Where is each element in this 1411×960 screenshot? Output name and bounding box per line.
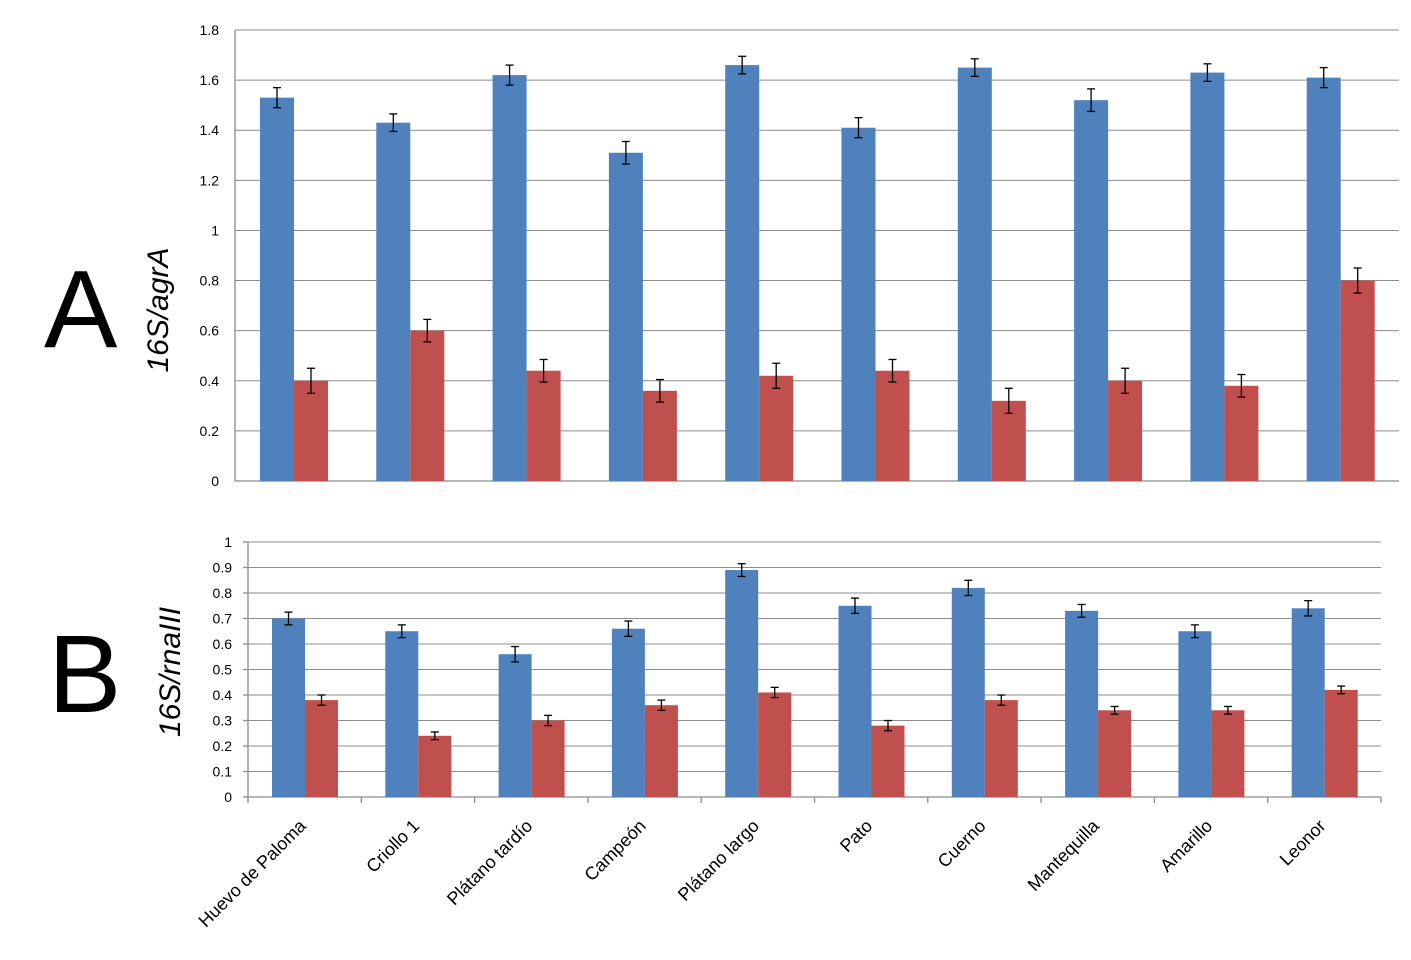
y-tick-label: 0.1 (213, 764, 233, 780)
x-tick-label: Amarillo (1156, 816, 1216, 876)
bar-blue-7 (1074, 100, 1109, 482)
x-tick-label: Pato (836, 816, 876, 856)
bar-blue-8 (1178, 631, 1212, 797)
x-tick-label: Mantequilla (1024, 815, 1104, 895)
x-tick-label: Huevo de Paloma (195, 815, 311, 931)
y-tick-label: 0.4 (213, 687, 233, 703)
y-tick-label: 1.2 (200, 172, 220, 188)
bar-blue-2 (498, 654, 532, 797)
y-tick-label: 0.5 (213, 662, 233, 678)
y-tick-label: 1.8 (200, 22, 220, 38)
y-tick-label: 0.6 (213, 636, 233, 652)
y-tick-label: 1 (211, 222, 219, 238)
bar-red-2 (531, 720, 565, 797)
bar-blue-4 (725, 570, 759, 797)
bar-red-8 (1224, 385, 1259, 481)
y-tick-label: 0.4 (200, 373, 220, 389)
x-tick-label: Cuerno (934, 816, 990, 872)
bar-red-2 (526, 370, 561, 481)
bar-blue-8 (1190, 72, 1225, 481)
bar-blue-5 (838, 605, 872, 797)
bar-blue-2 (492, 75, 527, 481)
panel-letter-b: B (48, 613, 121, 736)
chart-panel-a: 0 0.2 0.4 0.6 0.8 1 1.2 1.4 1.6 1.8 16S/agrA (142, 22, 1399, 489)
bar-blue-1 (376, 122, 411, 481)
panel-letter-a: A (44, 248, 118, 371)
bar-red-7 (1108, 380, 1143, 481)
y-tick-label: 0.6 (200, 323, 220, 339)
y-tick-label: 0.3 (213, 713, 233, 729)
bar-blue-1 (385, 631, 419, 797)
bar-blue-9 (1306, 77, 1341, 481)
bar-red-8 (1211, 710, 1245, 797)
bar-red-0 (305, 700, 338, 797)
bar-blue-7 (1065, 610, 1099, 797)
y-tick-label: 0.2 (200, 423, 220, 439)
bar-blue-4 (725, 65, 760, 482)
x-tick-label: Plátano tardío (443, 816, 536, 909)
bar-red-1 (418, 735, 452, 797)
bar-blue-5 (841, 127, 876, 481)
bar-red-9 (1340, 280, 1375, 481)
bar-blue-6 (957, 67, 992, 481)
y-tick-label: 1.4 (200, 122, 220, 138)
y-axis-label: 16S/agrA (142, 247, 175, 372)
x-tick-label: Campeón (580, 816, 649, 885)
bar-red-3 (644, 705, 678, 797)
bar-blue-3 (611, 628, 645, 797)
bar-red-3 (642, 390, 677, 481)
y-tick-label: 0.8 (213, 585, 233, 601)
y-tick-label: 0.2 (213, 738, 233, 754)
bar-blue-6 (951, 587, 985, 797)
bar-red-4 (758, 692, 792, 797)
bar-red-4 (759, 375, 794, 481)
y-tick-label: 0.7 (213, 611, 233, 627)
bar-red-5 (871, 725, 905, 797)
y-tick-label: 1 (224, 534, 232, 550)
bar-red-0 (294, 380, 328, 481)
bar-red-6 (991, 400, 1026, 481)
y-tick-label: 0 (224, 789, 232, 805)
bar-red-1 (410, 330, 445, 481)
bar-red-6 (984, 700, 1018, 797)
chart-panel-b: 0 0.1 0.2 0.3 0.4 0.5 0.6 0.7 0.8 0.9 1 16S/rnaIII H… (154, 534, 1382, 931)
bar-red-7 (1098, 710, 1132, 797)
bar-blue-3 (608, 152, 643, 481)
bar-red-5 (875, 370, 910, 481)
x-tick-label: Leonor (1276, 816, 1330, 870)
x-tick-label: Plátano largo (674, 816, 763, 905)
y-tick-label: 0.9 (213, 560, 233, 576)
bar-blue-9 (1291, 608, 1325, 797)
bar-blue-0 (260, 97, 294, 482)
bar-blue-0 (272, 618, 305, 797)
y-axis-label: 16S/rnaIII (154, 607, 187, 737)
y-tick-label: 1.6 (200, 72, 220, 88)
y-tick-label: 0.8 (200, 273, 220, 289)
y-tick-label: 0 (211, 473, 219, 489)
bar-red-9 (1324, 689, 1358, 797)
x-tick-label: Criollo 1 (362, 816, 423, 877)
